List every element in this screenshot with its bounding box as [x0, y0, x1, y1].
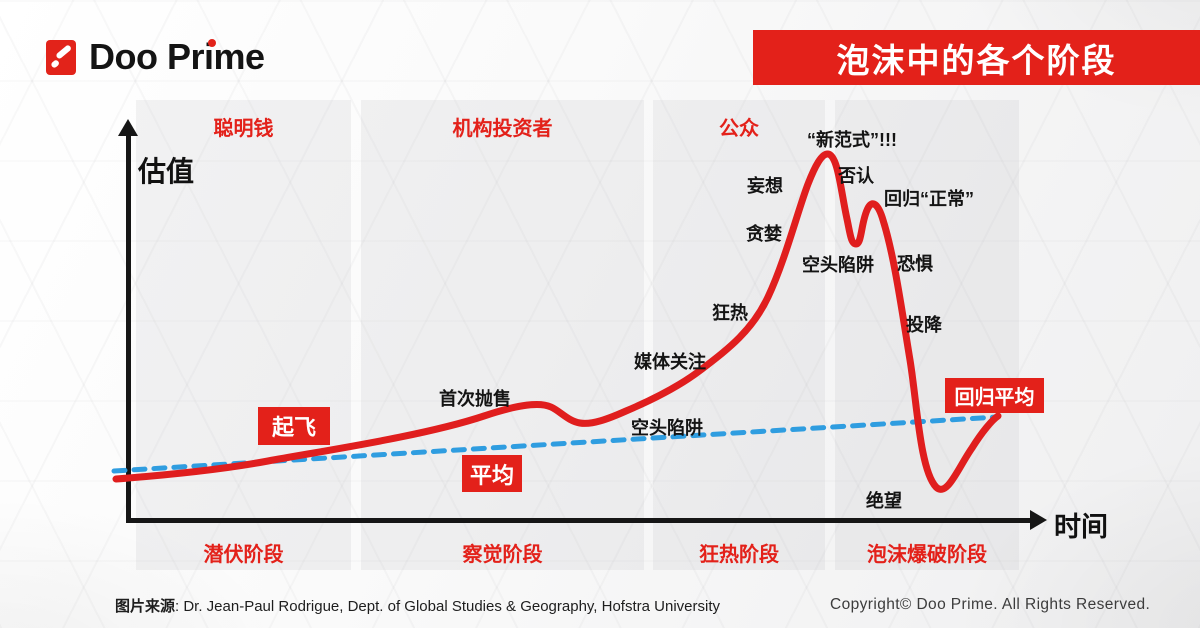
image-source-line: 图片来源: Dr. Jean-Paul Rodrigue, Dept. of G… — [115, 595, 720, 616]
curve-annotation: 绝望 — [866, 491, 902, 511]
y-axis-line — [126, 134, 131, 523]
chart-badge: 起飞 — [258, 407, 330, 445]
bubble-curve-path — [112, 150, 1002, 493]
curve-annotation: 否认 — [838, 166, 874, 186]
curve-annotation: 空头陷阱 — [631, 418, 703, 438]
logo-arrow-slash-icon — [55, 43, 72, 59]
phase-bottom-label: 察觉阶段 — [462, 544, 543, 566]
phase-bottom-label: 泡沫爆破阶段 — [867, 544, 987, 566]
logo-arrow-dot-icon — [50, 58, 60, 68]
chart-badge: 平均 — [462, 455, 522, 492]
curve-annotation: “新范式”!!! — [807, 130, 897, 150]
brand-name: Doo Prime — [89, 36, 265, 77]
curve-annotation: 空头陷阱 — [802, 255, 874, 275]
phase-top-label: 公众 — [719, 118, 759, 140]
phase-bottom-label: 狂热阶段 — [699, 544, 779, 566]
y-axis-arrow-icon — [118, 119, 138, 136]
x-axis-line — [126, 518, 1032, 523]
curve-annotation: 妄想 — [747, 176, 783, 196]
phase-bottom-label: 潜伏阶段 — [203, 544, 284, 566]
logo-red-idot-icon — [208, 39, 216, 47]
x-axis-arrow-icon — [1030, 510, 1047, 530]
curve-annotation: 回归“正常” — [884, 189, 974, 209]
chart-badge: 回归平均 — [945, 378, 1044, 413]
copyright-text: Copyright© Doo Prime. All Rights Reserve… — [830, 596, 1151, 613]
curve-annotation: 狂热 — [712, 303, 748, 323]
image-source-label: 图片来源 — [115, 598, 176, 615]
doo-prime-logo: Doo Prime — [46, 38, 265, 76]
phase-top-label: 机构投资者 — [452, 118, 553, 140]
phase-band — [136, 100, 351, 570]
curve-annotation: 贪婪 — [746, 224, 782, 244]
curve-annotation: 恐惧 — [897, 254, 933, 274]
page-title: 泡沫中的各个阶段 — [836, 41, 1117, 79]
phase-band — [835, 100, 1019, 570]
y-axis-label: 估值 — [138, 156, 195, 187]
title-banner: 泡沫中的各个阶段 — [753, 30, 1200, 85]
curve-annotation: 媒体关注 — [634, 352, 706, 372]
image-source-text: : Dr. Jean-Paul Rodrigue, Dept. of Globa… — [175, 598, 720, 615]
phase-top-label: 聪明钱 — [213, 118, 274, 140]
curve-annotation: 首次抛售 — [439, 389, 511, 409]
x-axis-label: 时间 — [1054, 512, 1108, 542]
curve-annotation: 投降 — [906, 315, 942, 335]
doo-prime-logo-icon — [46, 39, 76, 75]
